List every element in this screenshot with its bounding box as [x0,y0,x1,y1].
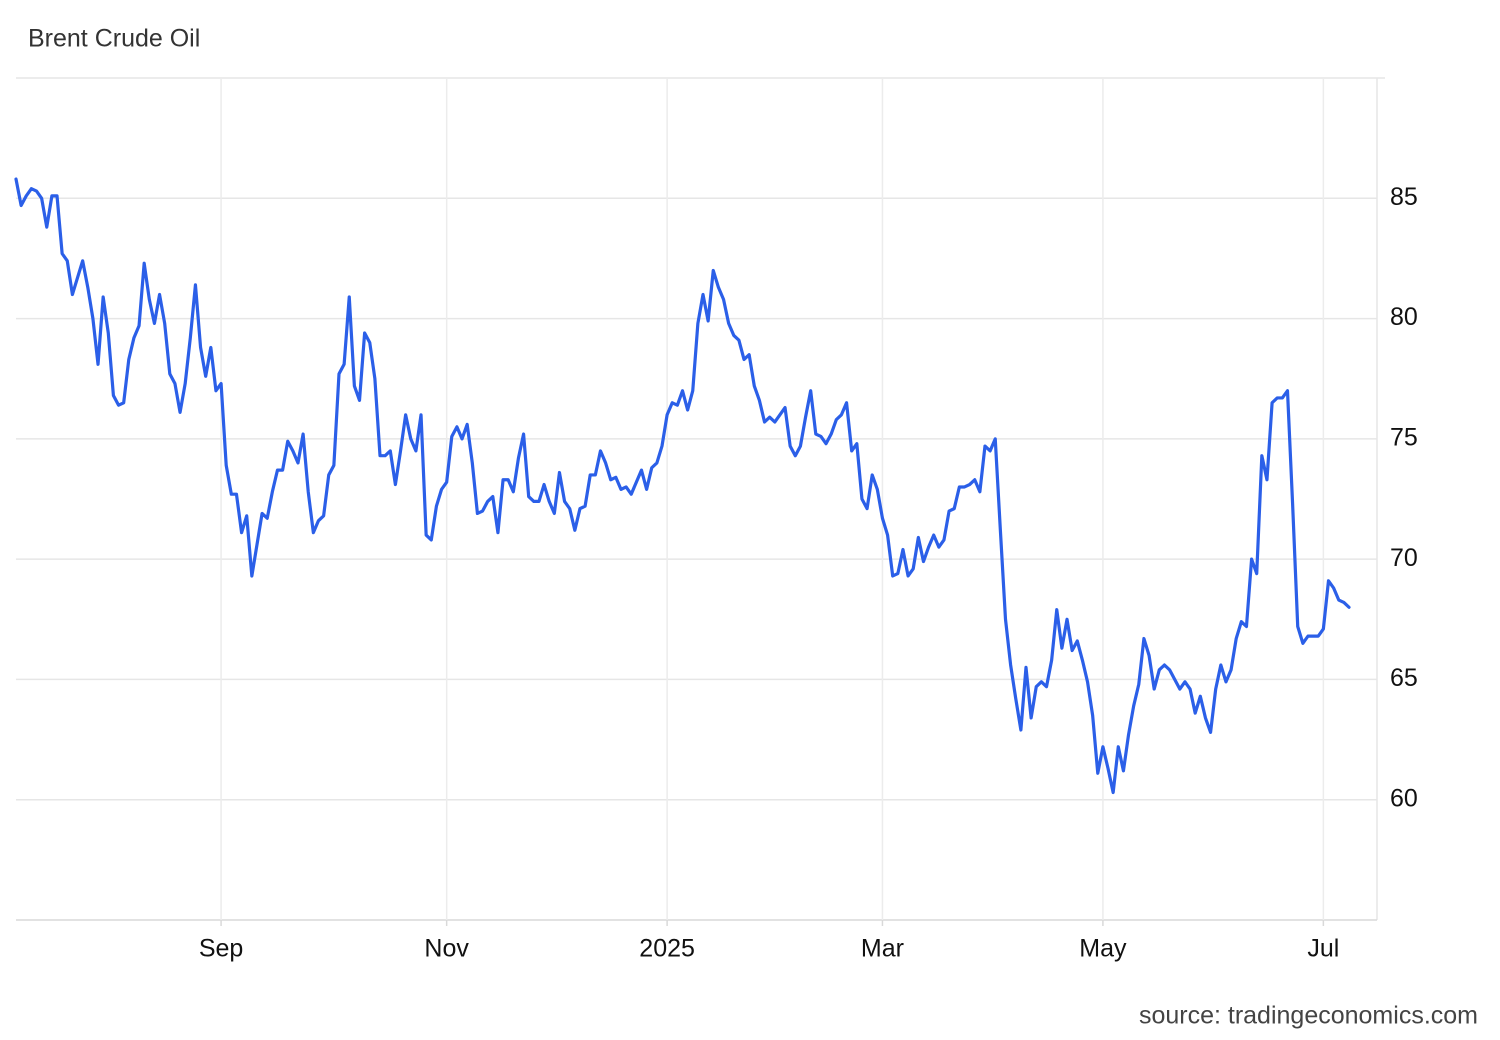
y-tick-label: 75 [1390,423,1418,451]
price-line [14,177,1351,795]
x-tick-label: Nov [424,935,469,963]
y-tick-label: 70 [1390,544,1418,572]
y-tick-label: 65 [1390,664,1418,692]
chart-title: Brent Crude Oil [28,25,200,53]
y-tick-label: 60 [1390,784,1418,812]
x-tick-label: May [1079,935,1127,963]
x-tick-label: Jul [1307,935,1339,963]
x-tick-label: 2025 [639,935,695,963]
x-tick-label: Sep [199,935,243,963]
x-tick-label: Mar [861,935,904,963]
source-note: source: tradingeconomics.com [1139,1002,1478,1030]
y-tick-label: 85 [1390,183,1418,211]
y-tick-label: 80 [1390,303,1418,331]
